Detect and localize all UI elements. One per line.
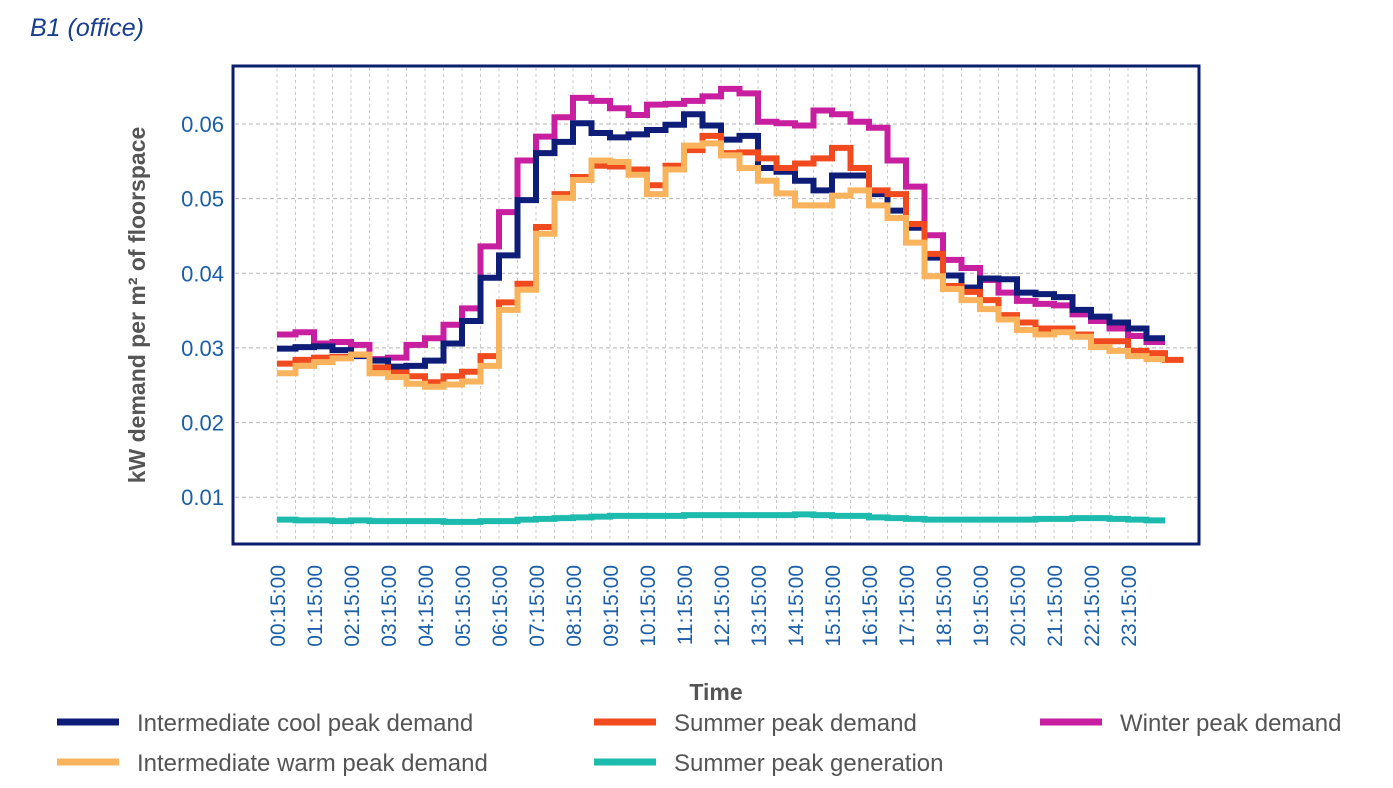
- y-tick-label: 0.02: [181, 411, 224, 436]
- x-tick-label: 15:15:00: [822, 565, 845, 647]
- x-tick-label: 02:15:00: [341, 565, 364, 647]
- x-tick-label: 21:15:00: [1044, 565, 1067, 647]
- x-tick-label: 00:15:00: [267, 565, 290, 647]
- series-lines: [277, 85, 1184, 525]
- legend-label-summer-peak-generation: Summer peak generation: [674, 750, 943, 777]
- y-axis-label: kW demand per m² of floorspace: [124, 127, 150, 484]
- series-line-intermediate-cool-peak-demand: [277, 111, 1165, 370]
- x-tick-label: 05:15:00: [452, 565, 475, 647]
- legend-label-intermediate-cool-peak-demand: Intermediate cool peak demand: [137, 710, 473, 737]
- x-tick-label: 11:15:00: [674, 565, 697, 645]
- x-tick-label: 13:15:00: [748, 565, 771, 647]
- x-tick-label: 23:15:00: [1118, 565, 1141, 647]
- x-tick-label: 03:15:00: [378, 565, 401, 647]
- x-tick-label: 20:15:00: [1007, 565, 1030, 647]
- x-tick-label: 14:15:00: [785, 565, 808, 647]
- x-tick-label: 08:15:00: [563, 565, 586, 647]
- series-line-intermediate-warm-peak-demand: [277, 140, 1165, 390]
- x-axis-label: Time: [689, 679, 742, 705]
- x-tick-label: 12:15:00: [711, 565, 734, 647]
- legend-label-summer-peak-demand: Summer peak demand: [674, 710, 917, 737]
- x-axis-ticks: 00:15:00 01:15:00 02:15:00 03:15:00 04:15:00…: [267, 565, 1141, 647]
- y-tick-label: 0.06: [181, 112, 224, 137]
- x-tick-label: 10:15:00: [637, 565, 660, 647]
- x-tick-label: 04:15:00: [415, 565, 438, 647]
- x-tick-label: 16:15:00: [859, 565, 882, 647]
- x-tick-label: 09:15:00: [600, 565, 623, 647]
- plot-frame: [231, 64, 1201, 546]
- chart-subtitle: B1 (office): [30, 14, 144, 42]
- x-tick-label: 22:15:00: [1081, 565, 1104, 647]
- legend: Intermediate cool peak demand Summer peak…: [57, 710, 1341, 777]
- legend-label-winter-peak-demand: Winter peak demand: [1120, 710, 1341, 737]
- x-tick-label: 06:15:00: [489, 565, 512, 647]
- y-tick-label: 0.04: [181, 261, 224, 286]
- y-tick-label: 0.01: [181, 485, 224, 510]
- x-tick-label: 19:15:00: [970, 565, 993, 647]
- y-tick-label: 0.05: [181, 187, 224, 212]
- x-tick-label: 07:15:00: [526, 565, 549, 647]
- x-tick-label: 18:15:00: [933, 565, 956, 647]
- y-tick-label: 0.03: [181, 336, 224, 361]
- x-tick-label: 01:15:00: [304, 565, 327, 647]
- series-line-summer-peak-generation: [277, 511, 1165, 525]
- y-axis-ticks: 0.01 0.02 0.03 0.04 0.05 0.06: [181, 112, 224, 510]
- x-tick-label: 17:15:00: [896, 565, 919, 647]
- legend-label-intermediate-warm-peak-demand: Intermediate warm peak demand: [137, 750, 488, 777]
